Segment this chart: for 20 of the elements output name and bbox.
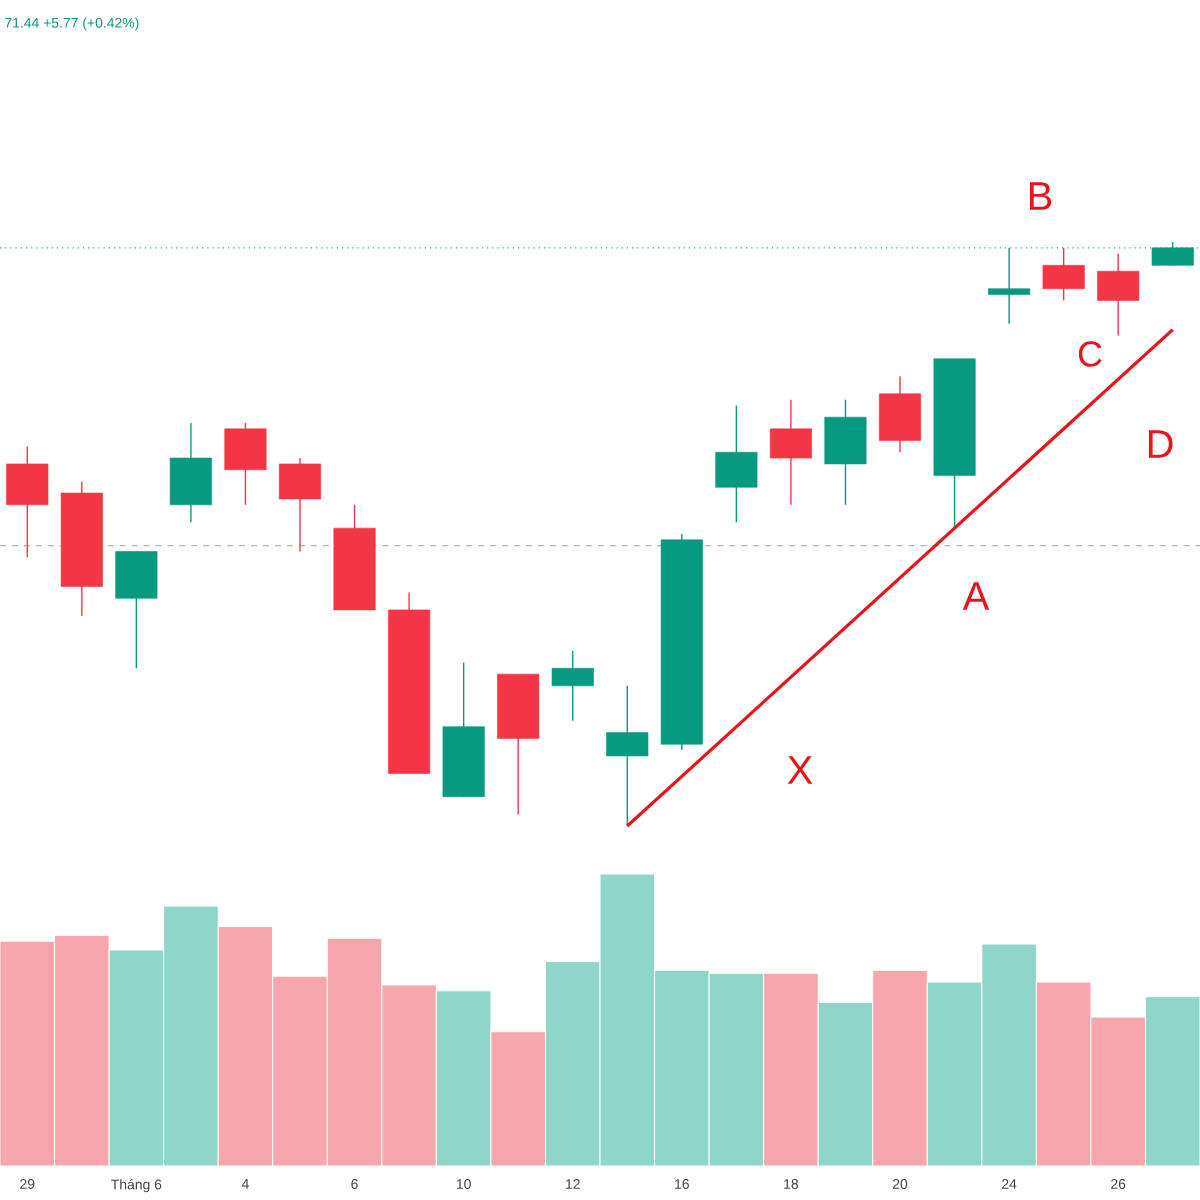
candlestick <box>1097 252 1140 337</box>
candlestick <box>715 404 758 524</box>
annotation: A <box>962 582 990 610</box>
candlestick <box>1151 241 1194 267</box>
candlestick <box>6 445 49 559</box>
annotation: X <box>787 756 813 784</box>
candlestick <box>115 550 158 670</box>
candlestick <box>988 247 1031 325</box>
annotation: C <box>1078 341 1102 367</box>
candlestick <box>878 375 922 453</box>
candlestick <box>824 398 867 506</box>
candlestick <box>606 685 649 827</box>
candlestick <box>769 398 812 506</box>
text: B <box>1030 182 1052 210</box>
candlestick <box>1042 247 1085 302</box>
annotation: D <box>1148 430 1173 458</box>
candlestick <box>278 457 322 553</box>
candlestick <box>169 422 212 524</box>
candlestick <box>224 422 267 506</box>
candlestick <box>551 650 594 722</box>
